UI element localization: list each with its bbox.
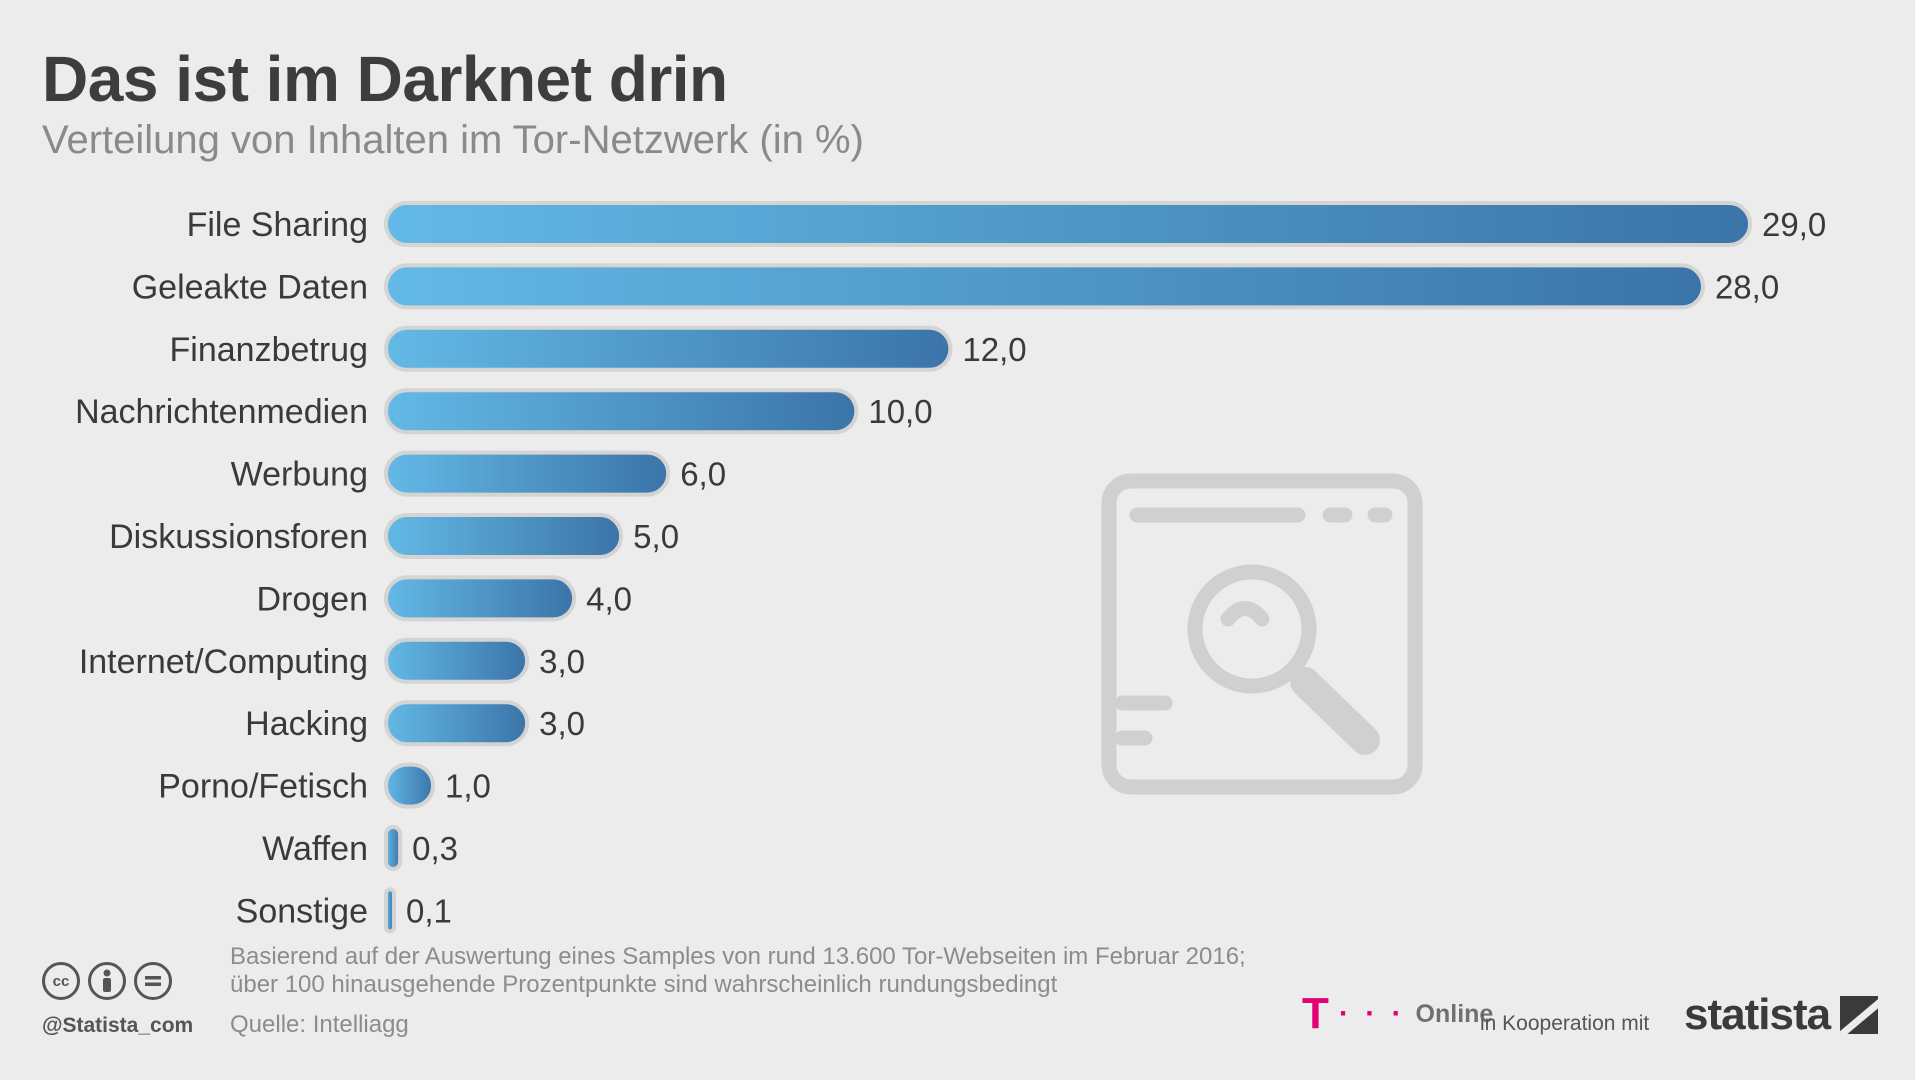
t-online-label: Online xyxy=(1415,999,1494,1028)
category-label: Drogen xyxy=(256,580,368,618)
value-label: 6,0 xyxy=(680,456,726,493)
value-label: 3,0 xyxy=(539,705,585,742)
category-label: Porno/Fetisch xyxy=(158,768,368,806)
telekom-t-icon: T xyxy=(1302,989,1329,1038)
t-online-logo[interactable]: T · · · Online xyxy=(1302,992,1493,1036)
cooperation-text: in Kooperation mit xyxy=(1480,1012,1650,1035)
value-label: 29,0 xyxy=(1762,206,1826,243)
bar[interactable] xyxy=(384,825,403,871)
bar[interactable] xyxy=(384,388,859,435)
category-label: Nachrichtenmedien xyxy=(75,393,368,431)
category-label: Werbung xyxy=(231,456,368,494)
value-label: 1,0 xyxy=(445,768,491,805)
bar[interactable] xyxy=(384,887,396,934)
value-label: 12,0 xyxy=(962,331,1026,368)
cc-icon[interactable]: cc xyxy=(42,962,80,1000)
category-label: Waffen xyxy=(262,830,368,868)
bar[interactable] xyxy=(384,762,436,809)
bar[interactable] xyxy=(384,450,671,497)
footnote-line-2: über 100 hinausgehende Prozentpunkte sin… xyxy=(230,971,1058,998)
bar[interactable] xyxy=(384,575,577,622)
value-label: 0,3 xyxy=(412,830,458,867)
bar[interactable] xyxy=(384,700,530,747)
footnote: Basierend auf der Auswertung eines Sampl… xyxy=(230,943,1246,999)
telekom-dots: · · · xyxy=(1338,997,1406,1030)
bar[interactable] xyxy=(384,325,953,372)
bar[interactable] xyxy=(384,637,530,684)
category-label: Hacking xyxy=(245,705,368,743)
attribution-icon[interactable] xyxy=(88,962,126,1000)
category-label: Geleakte Daten xyxy=(132,268,368,306)
value-label: 0,1 xyxy=(406,892,452,929)
statista-mark-icon xyxy=(1840,996,1879,1034)
footnote-line-1: Basierend auf der Auswertung eines Sampl… xyxy=(230,943,1246,970)
value-label: 10,0 xyxy=(868,393,932,430)
value-label: 4,0 xyxy=(586,580,632,617)
chart-subtitle: Verteilung von Inhalten im Tor-Netzwerk … xyxy=(42,118,864,162)
bar[interactable] xyxy=(384,263,1705,310)
statista-wordmark: statista xyxy=(1684,990,1831,1039)
category-label: Finanzbetrug xyxy=(170,331,368,369)
bar[interactable] xyxy=(384,201,1752,247)
category-label: Internet/Computing xyxy=(79,643,368,681)
bar[interactable] xyxy=(384,513,624,559)
chart-title: Das ist im Darknet drin xyxy=(42,43,728,115)
browser-search-icon xyxy=(1101,473,1423,795)
no-derivatives-icon[interactable] xyxy=(134,962,172,1000)
value-label: 28,0 xyxy=(1715,268,1779,305)
license-icons[interactable]: cc xyxy=(42,962,172,1000)
category-label: File Sharing xyxy=(187,206,368,244)
statista-logo[interactable]: statista xyxy=(1684,990,1879,1040)
category-label: Diskussionsforen xyxy=(109,518,368,556)
source-text: Quelle: Intelliagg xyxy=(230,1011,409,1038)
bar-chart: File Sharing 29,0 Geleakte Daten 28,0 Finanz… xyxy=(75,201,1826,934)
category-label: Sonstige xyxy=(236,892,368,930)
value-label: 5,0 xyxy=(633,518,679,555)
value-label: 3,0 xyxy=(539,643,585,680)
statista-handle[interactable]: @Statista_com xyxy=(42,1014,194,1037)
